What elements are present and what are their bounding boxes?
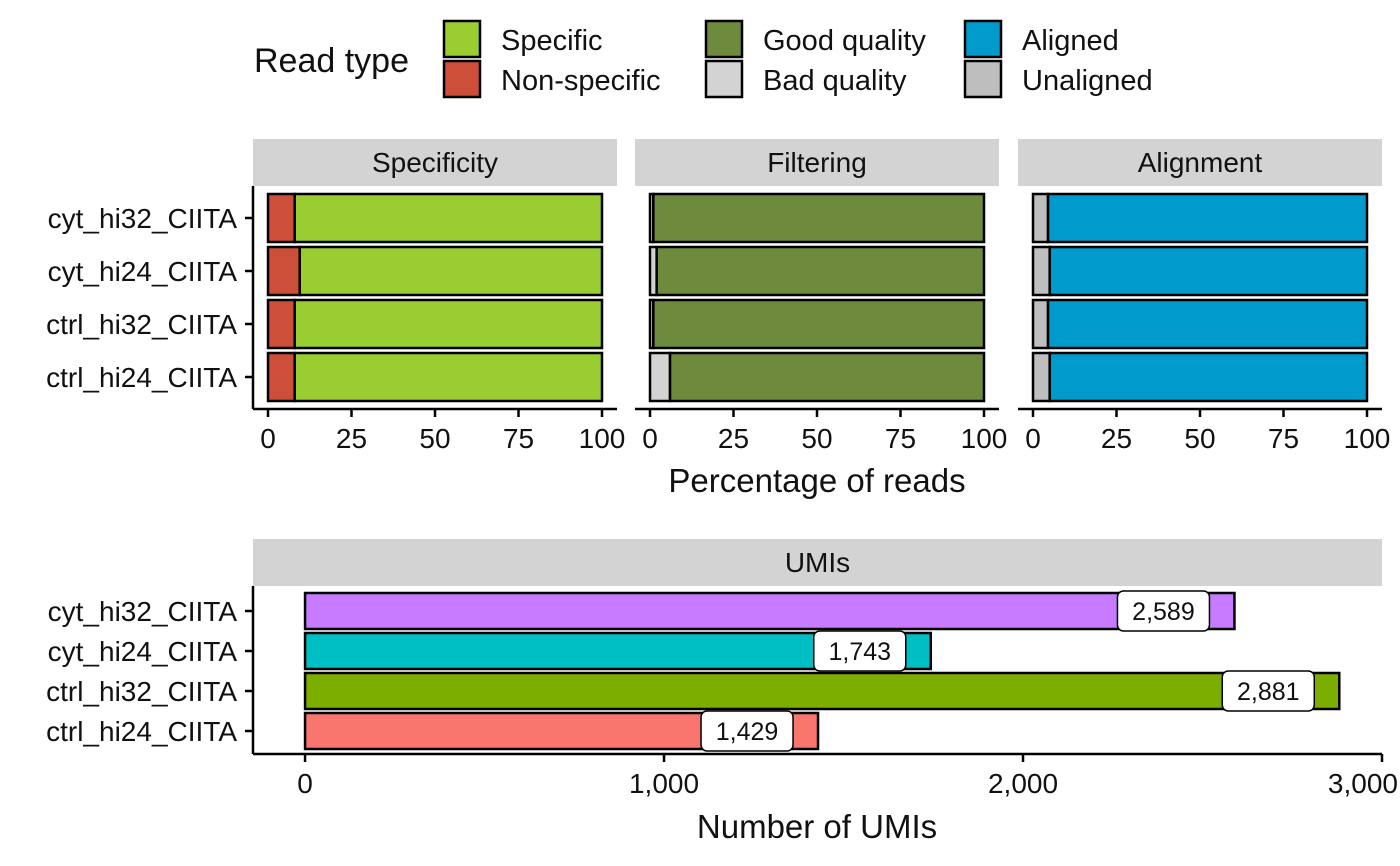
strip-filtering bbox=[635, 139, 999, 186]
bar-specificity-ctrl_hi32_CIITA-specific bbox=[293, 298, 604, 350]
y-label-top-cyt_hi32_CIITA: cyt_hi32_CIITA bbox=[48, 203, 238, 234]
legend-label-3: Good quality bbox=[763, 25, 926, 57]
umi-x-axis-title: Number of UMIs bbox=[697, 808, 937, 845]
bar-specificity-cyt_hi24_CIITA-non-specific bbox=[266, 245, 301, 297]
strip-title-filtering: Filtering bbox=[767, 147, 867, 178]
x-tick-label-umis-2000: 2,000 bbox=[988, 768, 1058, 799]
bar-alignment-cyt_hi24_CIITA-aligned bbox=[1048, 245, 1369, 297]
data-label-cyt_hi24_CIITA: 1,743 bbox=[828, 638, 891, 666]
strip-title-specificity: Specificity bbox=[372, 147, 498, 178]
x-tick-label-filtering-75: 75 bbox=[885, 423, 916, 454]
y-label-umis-ctrl_hi24_CIITA: ctrl_hi24_CIITA bbox=[46, 716, 237, 747]
y-label-top-ctrl_hi24_CIITA: ctrl_hi24_CIITA bbox=[46, 362, 237, 393]
bar-specificity-cyt_hi24_CIITA-specific bbox=[298, 245, 604, 297]
top-x-axis-title: Percentage of reads bbox=[668, 462, 965, 499]
strip-title-alignment: Alignment bbox=[1138, 147, 1263, 178]
bar-specificity-ctrl_hi24_CIITA-non-specific bbox=[266, 351, 296, 403]
legend-swatch-3 bbox=[704, 19, 744, 59]
x-tick-label-specificity-25: 25 bbox=[336, 423, 367, 454]
x-tick-label-filtering-0: 0 bbox=[642, 423, 658, 454]
y-label-umis-cyt_hi24_CIITA: cyt_hi24_CIITA bbox=[48, 636, 238, 667]
percentage-panels: Specificity 0 25 50 75 100 Filtering 0 25 50 75 100… bbox=[46, 139, 1390, 454]
bar-alignment-ctrl_hi32_CIITA-aligned bbox=[1046, 298, 1369, 350]
legend-swatch-5 bbox=[963, 19, 1003, 59]
bar-filtering-ctrl_hi24_CIITA-bad-quality bbox=[648, 351, 672, 403]
x-tick-label-specificity-75: 75 bbox=[503, 423, 534, 454]
strip-specificity bbox=[253, 139, 617, 186]
y-label-umis-cyt_hi32_CIITA: cyt_hi32_CIITA bbox=[48, 596, 238, 627]
bar-alignment-cyt_hi32_CIITA-aligned bbox=[1046, 192, 1369, 244]
x-tick-label-alignment-75: 75 bbox=[1268, 423, 1299, 454]
data-label-ctrl_hi32_CIITA: 2,881 bbox=[1237, 678, 1300, 706]
data-label-box-ctrl_hi32_CIITA bbox=[1221, 670, 1316, 712]
x-tick-label-filtering-100: 100 bbox=[961, 423, 1008, 454]
legend-swatch-4 bbox=[704, 59, 744, 99]
x-tick-label-specificity-0: 0 bbox=[260, 423, 276, 454]
bar-filtering-cyt_hi24_CIITA-good-quality bbox=[655, 245, 986, 297]
bar-filtering-cyt_hi32_CIITA-good-quality bbox=[652, 192, 986, 244]
x-tick-label-alignment-50: 50 bbox=[1184, 423, 1215, 454]
legend-label-2: Non-specific bbox=[501, 65, 661, 97]
strip-alignment bbox=[1018, 139, 1382, 186]
legend-swatch-2 bbox=[442, 59, 482, 99]
legend-label-1: Specific bbox=[501, 25, 603, 57]
legend-swatch-1 bbox=[442, 19, 482, 59]
data-label-ctrl_hi24_CIITA: 1,429 bbox=[716, 718, 779, 746]
x-tick-label-alignment-0: 0 bbox=[1025, 423, 1041, 454]
bar-filtering-ctrl_hi32_CIITA-good-quality bbox=[652, 298, 986, 350]
bar-alignment-ctrl_hi24_CIITA-aligned bbox=[1048, 351, 1369, 403]
bar-alignment-ctrl_hi32_CIITA-unaligned bbox=[1031, 298, 1050, 350]
legend: Read type Specific Non-specific Good quali… bbox=[254, 19, 1153, 99]
legend-swatch-6 bbox=[963, 59, 1003, 99]
strip-umis bbox=[253, 539, 1382, 586]
x-tick-label-umis-0: 0 bbox=[297, 768, 313, 799]
data-label-box-cyt_hi24_CIITA bbox=[813, 630, 907, 672]
x-tick-label-specificity-50: 50 bbox=[419, 423, 450, 454]
x-tick-label-umis-3000: 3,000 bbox=[1328, 768, 1398, 799]
umi-panel: UMIs 2,589 1,743 2,881 1,429 0 1,000 2,000 3,000… bbox=[46, 539, 1398, 799]
x-tick-label-alignment-25: 25 bbox=[1101, 423, 1132, 454]
x-tick-label-alignment-100: 100 bbox=[1344, 423, 1391, 454]
bar-umis-cyt_hi32_CIITA bbox=[303, 591, 1236, 631]
bar-specificity-ctrl_hi32_CIITA-non-specific bbox=[266, 298, 296, 350]
panel-specificity: Specificity 0 25 50 75 100 bbox=[253, 139, 625, 454]
legend-label-4: Bad quality bbox=[763, 65, 907, 97]
y-label-umis-ctrl_hi32_CIITA: ctrl_hi32_CIITA bbox=[46, 676, 237, 707]
bar-alignment-cyt_hi24_CIITA-unaligned bbox=[1031, 245, 1051, 297]
bar-specificity-cyt_hi32_CIITA-specific bbox=[293, 192, 604, 244]
bar-alignment-ctrl_hi24_CIITA-unaligned bbox=[1031, 351, 1051, 403]
data-label-box-ctrl_hi24_CIITA bbox=[700, 710, 794, 752]
bar-filtering-ctrl_hi24_CIITA-good-quality bbox=[668, 351, 986, 403]
legend-label-5: Aligned bbox=[1022, 25, 1119, 57]
strip-title-umis: UMIs bbox=[785, 547, 850, 578]
y-label-top-ctrl_hi32_CIITA: ctrl_hi32_CIITA bbox=[46, 309, 237, 340]
data-label-box-cyt_hi32_CIITA bbox=[1116, 590, 1211, 632]
y-label-top-cyt_hi24_CIITA: cyt_hi24_CIITA bbox=[48, 256, 238, 287]
x-tick-label-filtering-25: 25 bbox=[718, 423, 749, 454]
legend-title: Read type bbox=[254, 42, 409, 80]
panel-alignment: Alignment 0 25 50 75 100 bbox=[1018, 139, 1390, 454]
bar-specificity-cyt_hi32_CIITA-non-specific bbox=[266, 192, 296, 244]
bar-specificity-ctrl_hi24_CIITA-specific bbox=[293, 351, 604, 403]
bar-umis-ctrl_hi32_CIITA bbox=[303, 671, 1341, 711]
panel-filtering: Filtering 0 25 50 75 100 bbox=[635, 139, 1007, 454]
x-tick-label-umis-1000: 1,000 bbox=[629, 768, 699, 799]
data-label-cyt_hi32_CIITA: 2,589 bbox=[1132, 598, 1195, 626]
bar-alignment-cyt_hi32_CIITA-unaligned bbox=[1031, 192, 1050, 244]
x-tick-label-filtering-50: 50 bbox=[801, 423, 832, 454]
legend-label-6: Unaligned bbox=[1022, 65, 1153, 97]
x-tick-label-specificity-100: 100 bbox=[579, 423, 626, 454]
